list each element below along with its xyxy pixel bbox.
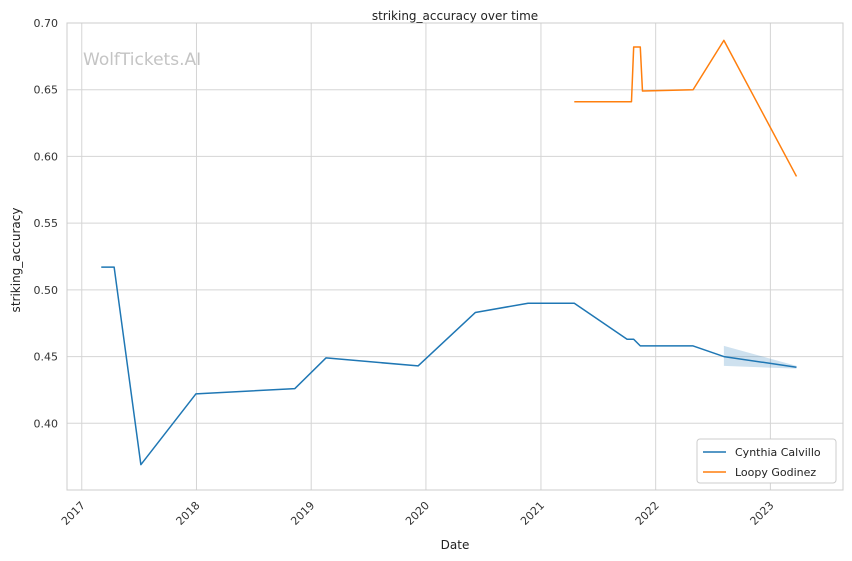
watermark: WolfTickets.AI: [83, 50, 201, 70]
x-tick-label: 2017: [59, 499, 88, 528]
confidence-band-layer: [723, 345, 797, 369]
chart-title: striking_accuracy over time: [372, 9, 538, 23]
legend-label-0: Cynthia Calvillo: [735, 446, 821, 459]
y-tick-label: 0.55: [34, 217, 59, 230]
y-ticks: 0.40 0.45 0.50 0.55 0.60 0.65 0.70: [34, 17, 59, 430]
y-tick-label: 0.40: [34, 417, 59, 430]
y-tick-label: 0.50: [34, 284, 59, 297]
x-tick-label: 2023: [748, 499, 777, 528]
x-tick-label: 2022: [633, 499, 662, 528]
y-tick-label: 0.45: [34, 351, 59, 364]
plot-frame: [66, 22, 844, 491]
x-tick-label: 2020: [403, 499, 432, 528]
y-tick-label: 0.70: [34, 17, 59, 30]
x-ticks: 2017 2018 2019 2020 2021 2022 2023: [59, 499, 777, 528]
x-tick-label: 2018: [174, 499, 203, 528]
x-axis-label: Date: [441, 538, 470, 552]
x-tick-label: 2021: [518, 499, 547, 528]
plot-background: [67, 23, 843, 490]
series-line-0: [101, 266, 797, 466]
legend: Cynthia Calvillo Loopy Godinez: [696, 438, 837, 484]
series-line-1: [574, 39, 798, 177]
legend-box: [696, 438, 837, 484]
series-layer: [101, 39, 798, 466]
legend-label-1: Loopy Godinez: [735, 466, 816, 479]
x-tick-label: 2019: [288, 499, 317, 528]
y-axis-label: striking_accuracy: [9, 208, 23, 313]
y-tick-label: 0.60: [34, 150, 59, 163]
confidence-band-0: [723, 345, 797, 369]
y-tick-label: 0.65: [34, 84, 59, 97]
grid: [67, 22, 843, 490]
